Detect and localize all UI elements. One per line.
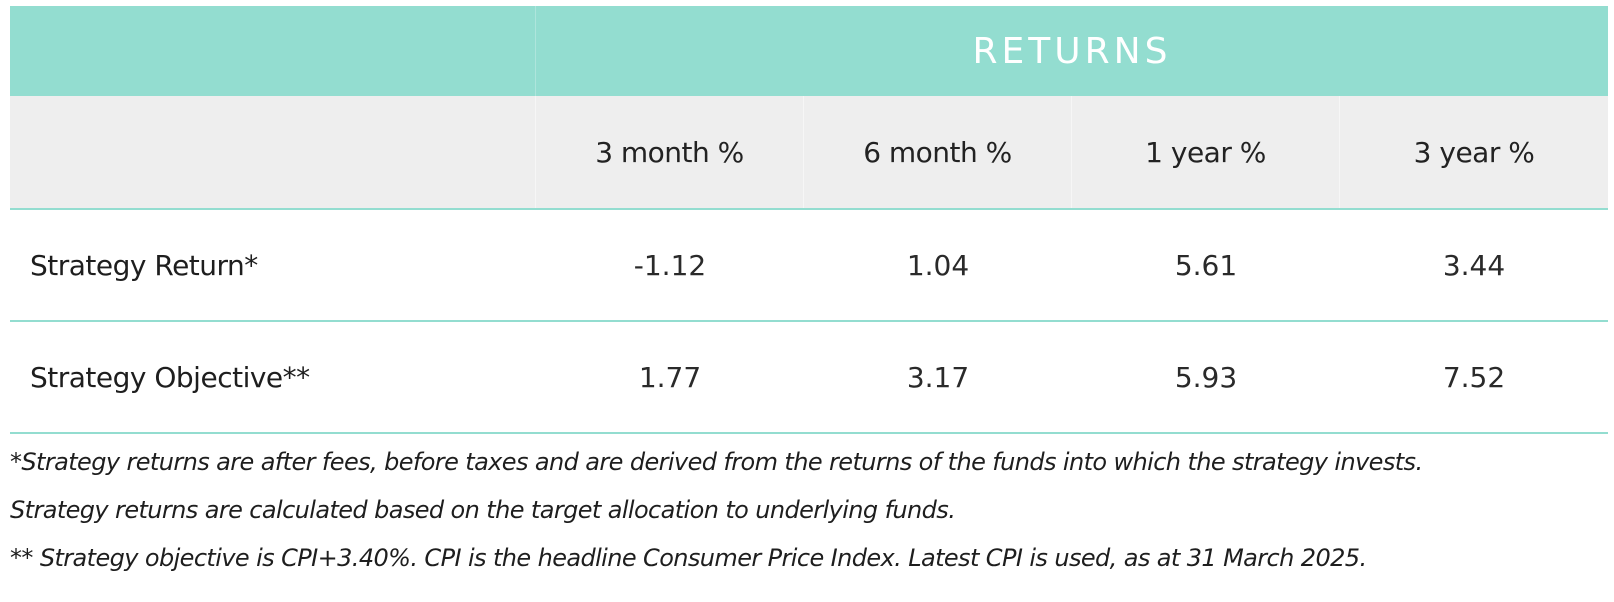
- footnote-fees: *Strategy returns are after fees, before…: [10, 448, 1423, 476]
- value-3-year: 3.44: [1442, 248, 1506, 282]
- table-title: RETURNS: [972, 30, 1172, 72]
- value-3-year: 7.52: [1442, 360, 1506, 394]
- returns-table: RETURNS 3 month % 6 month % 1 year % 3 y…: [10, 6, 1608, 434]
- column-header-1-year: 1 year %: [1072, 96, 1340, 208]
- table-title-row: RETURNS: [10, 6, 1608, 96]
- column-header-6-month: 6 month %: [804, 96, 1072, 208]
- header-blank-cell: [10, 96, 536, 208]
- column-header-row: 3 month % 6 month % 1 year % 3 year %: [10, 96, 1608, 210]
- value-6-month: 1.04: [906, 248, 970, 282]
- footnote-objective: ** Strategy objective is CPI+3.40%. CPI …: [10, 544, 1367, 572]
- footnote-allocation: Strategy returns are calculated based on…: [10, 496, 956, 524]
- title-blank-cell: [10, 6, 536, 96]
- row-label: Strategy Return*: [30, 248, 258, 282]
- value-6-month: 3.17: [906, 360, 970, 394]
- value-1-year: 5.93: [1174, 360, 1238, 394]
- column-header-3-month: 3 month %: [536, 96, 804, 208]
- value-1-year: 5.61: [1174, 248, 1238, 282]
- row-label: Strategy Objective**: [30, 360, 310, 394]
- column-header-3-year: 3 year %: [1413, 135, 1535, 169]
- footnotes: *Strategy returns are after fees, before…: [10, 438, 1608, 582]
- value-3-month: 1.77: [638, 360, 702, 394]
- value-3-month: -1.12: [633, 248, 707, 282]
- table-row-strategy-objective: Strategy Objective** 1.77 3.17 5.93 7.52: [10, 322, 1608, 434]
- table-row-strategy-return: Strategy Return* -1.12 1.04 5.61 3.44: [10, 210, 1608, 322]
